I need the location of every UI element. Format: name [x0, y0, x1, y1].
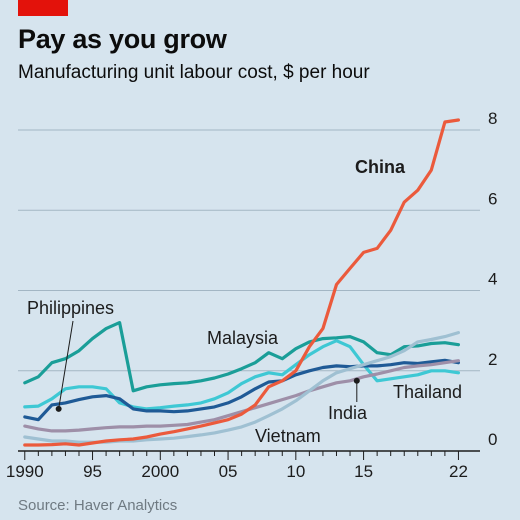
x-tick-label-15: 15 — [354, 462, 373, 481]
x-tick-label-22: 22 — [449, 462, 468, 481]
series-line-thailand — [23, 358, 460, 422]
y-tick-label-4: 4 — [488, 270, 497, 289]
y-tick-label-8: 8 — [488, 109, 497, 128]
series-line-china — [23, 118, 460, 447]
x-tick-label-1990: 1990 — [6, 462, 44, 481]
x-tick-label-10: 10 — [286, 462, 305, 481]
series-label-india: India — [328, 403, 368, 423]
x-tick-label-2000: 2000 — [141, 462, 179, 481]
chart-title: Pay as you grow — [18, 24, 227, 54]
x-tick-label-05: 05 — [219, 462, 238, 481]
series-label-china: China — [355, 157, 406, 177]
series-label-malaysia: Malaysia — [207, 328, 279, 348]
source-note: Source: Haver Analytics — [18, 497, 178, 514]
series-label-philippines: Philippines — [27, 298, 114, 318]
y-tick-label-2: 2 — [488, 350, 497, 369]
y-tick-label-6: 6 — [488, 189, 497, 208]
brand-red-tag — [18, 0, 68, 16]
leader-line-philippines — [58, 320, 74, 409]
series-line-philippines — [23, 321, 460, 393]
series-line-india — [23, 359, 460, 433]
y-tick-label-0: 0 — [488, 430, 497, 449]
series-label-vietnam: Vietnam — [255, 426, 321, 446]
leader-dot-philippines — [55, 405, 62, 412]
leader-dot-india — [353, 377, 360, 384]
x-tick-label-95: 95 — [83, 462, 102, 481]
series-line-malaysia — [23, 339, 460, 411]
series-label-thailand: Thailand — [393, 382, 462, 402]
chart-subtitle: Manufacturing unit labour cost, $ per ho… — [18, 62, 370, 83]
